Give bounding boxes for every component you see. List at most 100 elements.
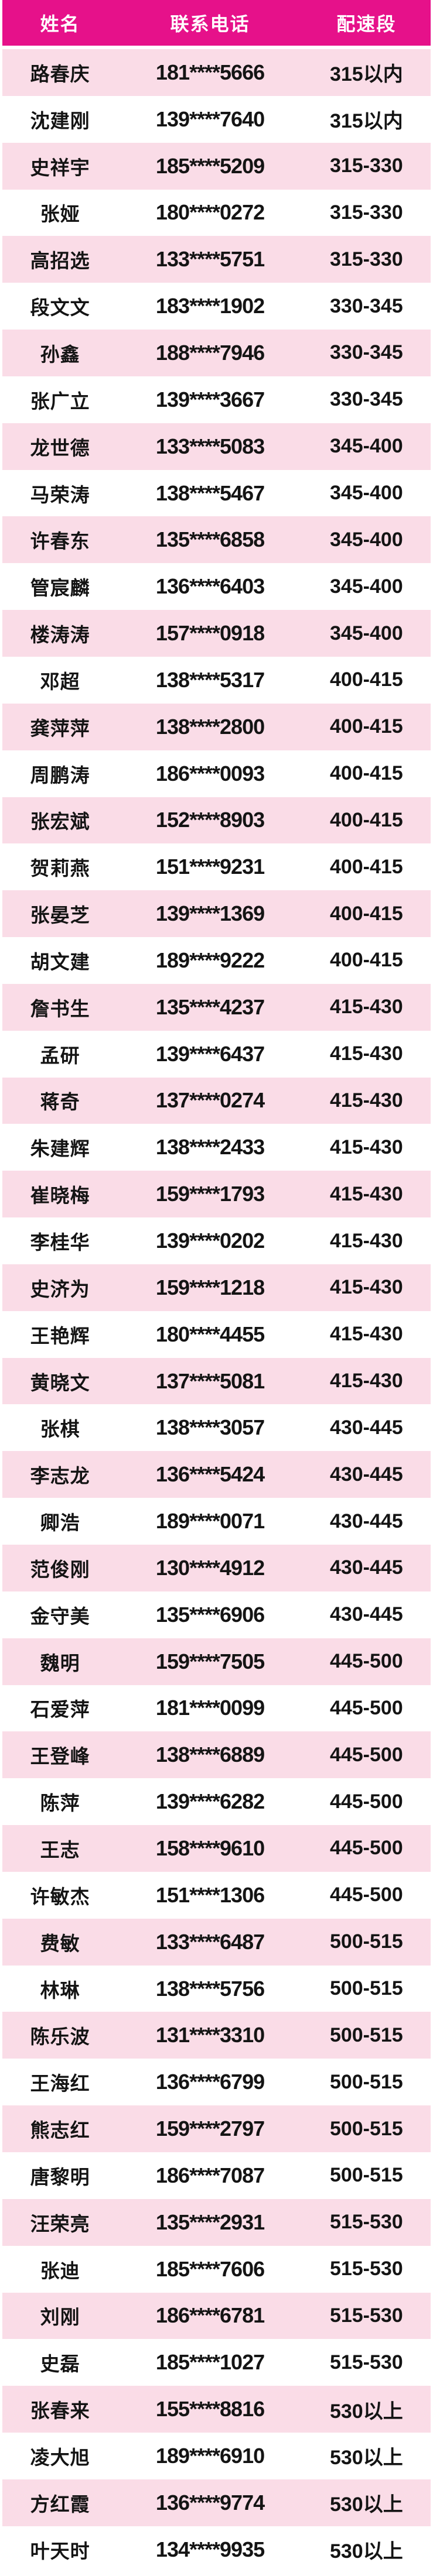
cell-phone: 136****9774 (155, 2490, 265, 2515)
cell-phone: 137****5081 (155, 1368, 265, 1393)
cell-name: 贺莉燕 (30, 857, 90, 880)
header-name: 姓名 (40, 13, 80, 35)
cell-name: 楼涛涛 (30, 624, 90, 646)
cell-pace: 400-415 (329, 949, 403, 972)
cell-pace: 445-500 (329, 1790, 403, 1813)
table-row: 胡文建 189****9222 400-415 (2, 937, 431, 984)
cell-pace: 430-445 (329, 1556, 403, 1579)
cell-pace: 400-415 (329, 902, 403, 925)
cell-name: 邓超 (40, 670, 80, 692)
cell-phone: 133****5751 (155, 247, 265, 272)
cell-pace: 415-430 (329, 1323, 403, 1346)
cell-name: 唐黎明 (30, 2166, 90, 2188)
table-row: 张迪 185****7606 515-530 (2, 2245, 431, 2293)
cell-phone: 139****0202 (155, 1229, 265, 1253)
cell-pace: 445-500 (329, 1884, 403, 1906)
cell-name: 费敏 (40, 1932, 80, 1954)
cell-name: 蒋奇 (40, 1091, 80, 1113)
cell-name: 孟研 (40, 1044, 80, 1066)
cell-phone: 139****3667 (155, 387, 265, 411)
cell-name: 路春庆 (30, 63, 90, 85)
cell-phone: 189****0071 (155, 1509, 265, 1534)
cell-phone: 188****7946 (155, 340, 265, 365)
table-row: 范俊刚 130****4912 430-445 (2, 1545, 431, 1591)
cell-pace: 430-445 (329, 1510, 403, 1532)
cell-pace: 330-345 (329, 294, 403, 317)
cell-phone: 181****5666 (155, 60, 265, 84)
cell-phone: 158****9610 (155, 1836, 265, 1860)
cell-name: 陈乐波 (30, 2026, 90, 2048)
table-row: 沈建刚 139****7640 315以内 (2, 95, 431, 143)
cell-name: 范俊刚 (30, 1558, 90, 1580)
cell-name: 李桂华 (30, 1232, 90, 1254)
cell-phone: 138****5756 (155, 1976, 265, 2001)
table-row: 高招选 133****5751 315-330 (2, 236, 431, 283)
cell-name: 管宸麟 (30, 577, 90, 599)
cell-phone: 135****2931 (155, 2210, 265, 2234)
table-row: 方红霞 136****9774 530以上 (2, 2479, 431, 2526)
cell-name: 张晏芝 (30, 904, 90, 927)
cell-pace: 345-400 (329, 622, 403, 644)
header-pace: 配速段 (336, 13, 397, 35)
cell-name: 张娅 (40, 203, 80, 225)
cell-pace: 315-330 (329, 201, 403, 224)
cell-name: 龚萍萍 (30, 717, 90, 739)
table-row: 管宸麟 136****6403 345-400 (2, 563, 431, 610)
cell-phone: 136****6799 (155, 2070, 265, 2094)
cell-pace: 415-430 (329, 1182, 403, 1205)
cell-name: 王艳辉 (30, 1325, 90, 1347)
table-row: 费敏 133****6487 500-515 (2, 1918, 431, 1966)
table-row: 李桂华 139****0202 415-430 (2, 1217, 431, 1264)
cell-phone: 135****6858 (155, 527, 265, 552)
cell-name: 张迪 (40, 2259, 80, 2282)
cell-pace: 515-530 (329, 2304, 403, 2327)
cell-name: 陈萍 (40, 1792, 80, 1814)
table-row: 凌大旭 189****6910 530以上 (2, 2433, 431, 2479)
table-header-row: 姓名 联系电话 配速段 (2, 0, 431, 46)
cell-pace: 415-430 (329, 1136, 403, 1158)
cell-phone: 136****5424 (155, 1462, 265, 1487)
cell-name: 王海红 (30, 2073, 90, 2095)
cell-name: 刘刚 (40, 2306, 80, 2328)
cell-phone: 139****6282 (155, 1789, 265, 1814)
cell-pace: 430-445 (329, 1463, 403, 1486)
cell-phone: 189****6910 (155, 2443, 265, 2468)
cell-name: 熊志红 (30, 2119, 90, 2142)
table-row: 卿浩 189****0071 430-445 (2, 1498, 431, 1545)
table-row: 张娅 180****0272 315-330 (2, 189, 431, 236)
cell-pace: 500-515 (329, 2070, 403, 2093)
cell-name: 张宏斌 (30, 811, 90, 833)
table-row: 詹书生 135****4237 415-430 (2, 983, 431, 1031)
cell-name: 龙世德 (30, 437, 90, 459)
cell-name: 胡文建 (30, 951, 90, 973)
cell-phone: 185****7606 (155, 2256, 265, 2281)
cell-phone: 152****8903 (155, 808, 265, 832)
cell-name: 叶天时 (30, 2540, 90, 2562)
cell-phone: 137****0274 (155, 1088, 265, 1113)
cell-pace: 400-415 (329, 762, 403, 785)
cell-name: 张广立 (30, 390, 90, 412)
cell-phone: 183****1902 (155, 294, 265, 318)
table-row: 王艳辉 180****4455 415-430 (2, 1311, 431, 1358)
cell-phone: 133****5083 (155, 434, 265, 458)
cell-pace: 430-445 (329, 1416, 403, 1439)
cell-pace: 445-500 (329, 1696, 403, 1719)
table-row: 熊志红 159****2797 500-515 (2, 2105, 431, 2152)
table-row: 陈乐波 131****3310 500-515 (2, 2012, 431, 2059)
table-row: 林琳 138****5756 500-515 (2, 1965, 431, 2012)
cell-pace: 400-415 (329, 668, 403, 691)
cell-name: 詹书生 (30, 997, 90, 1020)
table-row: 史磊 185****1027 515-530 (2, 2339, 431, 2386)
table-row: 唐黎明 186****7087 500-515 (2, 2152, 431, 2199)
table-row: 龚萍萍 138****2800 400-415 (2, 703, 431, 750)
cell-phone: 134****9935 (155, 2537, 265, 2561)
table-row: 金守美 135****6906 430-445 (2, 1591, 431, 1638)
cell-name: 汪荣亮 (30, 2213, 90, 2235)
table-row: 叶天时 134****9935 530以上 (2, 2526, 431, 2573)
cell-phone: 130****4912 (155, 1555, 265, 1580)
cell-name: 许敏杰 (30, 1885, 90, 1908)
cell-name: 金守美 (30, 1605, 90, 1627)
cell-name: 林琳 (40, 1979, 80, 2001)
